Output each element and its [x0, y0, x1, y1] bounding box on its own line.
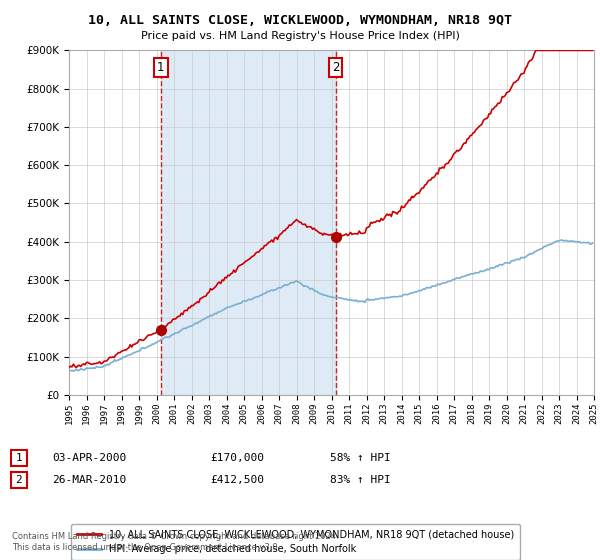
Bar: [161, 50, 335, 395]
Text: 1: 1: [16, 453, 22, 463]
Text: Contains HM Land Registry data © Crown copyright and database right 2024.
This d: Contains HM Land Registry data © Crown c…: [12, 533, 338, 552]
Text: 2: 2: [332, 61, 339, 74]
Text: 03-APR-2000: 03-APR-2000: [52, 453, 126, 463]
Text: 26-MAR-2010: 26-MAR-2010: [52, 475, 126, 485]
Text: £412,500: £412,500: [210, 475, 264, 485]
Text: 83% ↑ HPI: 83% ↑ HPI: [330, 475, 391, 485]
Text: 1: 1: [157, 61, 164, 74]
Text: £170,000: £170,000: [210, 453, 264, 463]
FancyBboxPatch shape: [11, 472, 27, 488]
Text: 2: 2: [16, 475, 22, 485]
FancyBboxPatch shape: [11, 450, 27, 466]
Legend: 10, ALL SAINTS CLOSE, WICKLEWOOD, WYMONDHAM, NR18 9QT (detached house), HPI: Ave: 10, ALL SAINTS CLOSE, WICKLEWOOD, WYMOND…: [71, 524, 520, 560]
Text: 58% ↑ HPI: 58% ↑ HPI: [330, 453, 391, 463]
Text: 10, ALL SAINTS CLOSE, WICKLEWOOD, WYMONDHAM, NR18 9QT: 10, ALL SAINTS CLOSE, WICKLEWOOD, WYMOND…: [88, 14, 512, 27]
Text: Price paid vs. HM Land Registry's House Price Index (HPI): Price paid vs. HM Land Registry's House …: [140, 31, 460, 41]
